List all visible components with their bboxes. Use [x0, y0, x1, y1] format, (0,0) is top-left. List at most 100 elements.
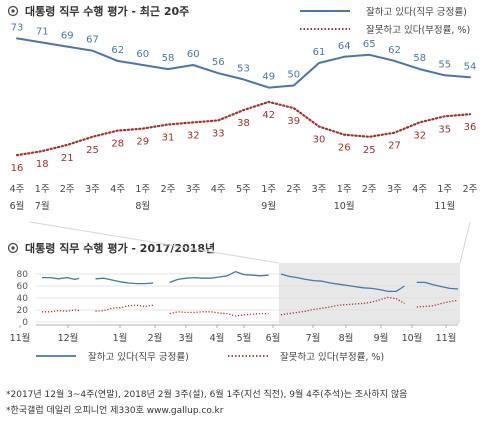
- x-tick-week: 3주: [85, 184, 100, 195]
- x-tick-week: 1주: [261, 184, 276, 195]
- x-tick-week: 2주: [463, 184, 478, 195]
- x-tick-week: 3주: [186, 184, 201, 195]
- x-tick-month: 1월: [113, 332, 128, 344]
- x-tick-week: 4주: [211, 184, 226, 195]
- x-tick-week: 4주: [110, 184, 125, 195]
- positive-value-label: 67: [86, 35, 99, 46]
- x-tick-month: 11월: [10, 332, 31, 344]
- x-tick-month: 10월: [334, 200, 355, 212]
- yearly-negative-segment: [95, 304, 154, 312]
- y-tick-label: 40: [17, 294, 29, 304]
- negative-value-label: 32: [413, 130, 426, 141]
- positive-value-label: 50: [287, 70, 300, 81]
- positive-value-label: 54: [464, 61, 477, 72]
- x-tick-week: 2주: [362, 184, 377, 195]
- x-tick-month: 8월: [339, 332, 354, 344]
- positive-value-label: 61: [313, 47, 326, 58]
- x-tick-month: 4월: [210, 332, 225, 344]
- x-tick-week: 3주: [387, 184, 402, 195]
- positive-value-label: 60: [187, 49, 200, 60]
- positive-value-label: 56: [212, 57, 225, 68]
- negative-value-label: 35: [438, 124, 451, 135]
- x-tick-week: 1주: [437, 184, 452, 195]
- bottom-plot-area: 0 20 40 60 80 11월 12월 1월 2월 3월 4월 5월 6월 7월 8월 9월 10월 11월: [10, 221, 471, 344]
- positive-value-label: 65: [363, 39, 376, 50]
- positive-value-label: 62: [111, 45, 124, 56]
- x-tick-month: 5월: [237, 332, 252, 344]
- x-tick-month: 6월: [10, 200, 25, 212]
- y-tick-label: 0: [22, 318, 28, 328]
- yearly-negative-segment: [416, 299, 459, 308]
- positive-value-label: 55: [438, 59, 451, 70]
- y-tick-label: 80: [17, 270, 29, 280]
- negative-value-label: 26: [338, 143, 351, 154]
- y-tick-label: 60: [17, 282, 29, 292]
- negative-value-label: 31: [162, 132, 175, 143]
- legend-label-negative: 잘못하고 있다(부정률, %): [366, 24, 470, 36]
- negative-value-label: 25: [363, 145, 376, 156]
- x-tick-month: 2월: [148, 332, 163, 344]
- chart-title-recent: 대통령 직무 수행 평가 - 최근 20주: [25, 4, 189, 18]
- negative-value-label: 42: [262, 110, 275, 121]
- legend-label-negative: 잘못하고 있다(부정률, %): [280, 351, 384, 363]
- x-tick-week: 4주: [412, 184, 427, 195]
- zoom-connector-line: [29, 221, 279, 264]
- x-tick-month: 12월: [58, 332, 79, 344]
- positive-rate-line: [16, 37, 471, 89]
- positive-value-label: 58: [413, 53, 426, 64]
- positive-value-label: 62: [388, 45, 401, 56]
- x-tick-month: 11월: [434, 200, 455, 212]
- legend-label-positive: 잘하고 있다(직무 긍정률): [88, 351, 189, 363]
- yearly-positive-segment: [169, 270, 269, 284]
- negative-value-label: 16: [11, 163, 24, 174]
- recent-window-highlight: [278, 263, 460, 324]
- top-x-axis: 4주 6월 1주 7월 2주 3주 4주 1주 8월 2주 3주 4주 5주 1주 9월 2주 3주 1주 10월 2…: [10, 184, 478, 212]
- top-chart-title: 대통령 직무 수행 평가 - 최근 20주: [7, 4, 189, 18]
- x-tick-month: 9월: [261, 200, 276, 212]
- negative-value-label: 21: [61, 153, 74, 164]
- x-tick-month: 7월: [35, 200, 50, 212]
- negative-value-label: 36: [464, 122, 477, 133]
- legend-label-positive: 잘하고 있다(직무 긍정률): [366, 6, 467, 18]
- negative-value-label: 33: [212, 128, 225, 139]
- yearly-positive-segment: [95, 277, 154, 285]
- x-tick-week: 4주: [10, 184, 25, 195]
- positive-value-label: 73: [11, 22, 24, 33]
- x-tick-week: 5주: [236, 184, 251, 195]
- x-tick-week: 2주: [60, 184, 75, 195]
- x-tick-week: 1주: [337, 184, 352, 195]
- yearly-positive-segment: [42, 276, 80, 281]
- zoom-connector-line: [459, 221, 471, 264]
- negative-value-label: 38: [237, 118, 250, 129]
- negative-value-label: 25: [86, 145, 99, 156]
- x-tick-week: 2주: [161, 184, 176, 195]
- negative-value-label: 30: [313, 135, 326, 146]
- x-tick-week: 2주: [286, 184, 301, 195]
- negative-value-label: 32: [187, 130, 200, 141]
- yearly-negative-segment: [42, 309, 80, 313]
- positive-value-label: 71: [36, 27, 49, 38]
- positive-value-label: 64: [338, 41, 351, 52]
- top-plot-area: 73 71 69 67 62 60 58 60 56 53 49 50 61 64 65 62 58 55 54 16…: [11, 22, 477, 174]
- positive-value-label: 60: [136, 49, 149, 60]
- x-tick-month: 8월: [135, 200, 150, 212]
- bottom-chart-title: 대통령 직무 수행 평가 - 2017/2018년: [7, 241, 215, 255]
- y-tick-label: 20: [17, 306, 29, 316]
- yearly-positive-segment: [416, 281, 459, 290]
- x-tick-month: 3월: [179, 332, 194, 344]
- negative-value-label: 29: [136, 137, 149, 148]
- x-tick-month: 7월: [306, 332, 321, 344]
- positive-value-label: 53: [237, 63, 250, 74]
- x-tick-month: 9월: [374, 332, 389, 344]
- footnote-missing-weeks: *2017년 12월 3~4주(연말), 2018년 2월 3주(설), 6월 …: [6, 388, 407, 400]
- footnote-source: *한국갤럽 데일리 오피니언 제330호 www.gallup.co.kr: [6, 404, 224, 416]
- x-tick-month: 6월: [266, 332, 281, 344]
- negative-value-label: 39: [287, 116, 300, 127]
- negative-value-label: 27: [388, 141, 401, 152]
- x-tick-week: 1주: [135, 184, 150, 195]
- target-circle-icon: [7, 242, 19, 254]
- x-tick-week: 1주: [35, 184, 50, 195]
- bottom-legend: 잘하고 있다(직무 긍정률) 잘못하고 있다(부정률, %): [36, 351, 384, 363]
- target-circle-icon: [7, 5, 19, 17]
